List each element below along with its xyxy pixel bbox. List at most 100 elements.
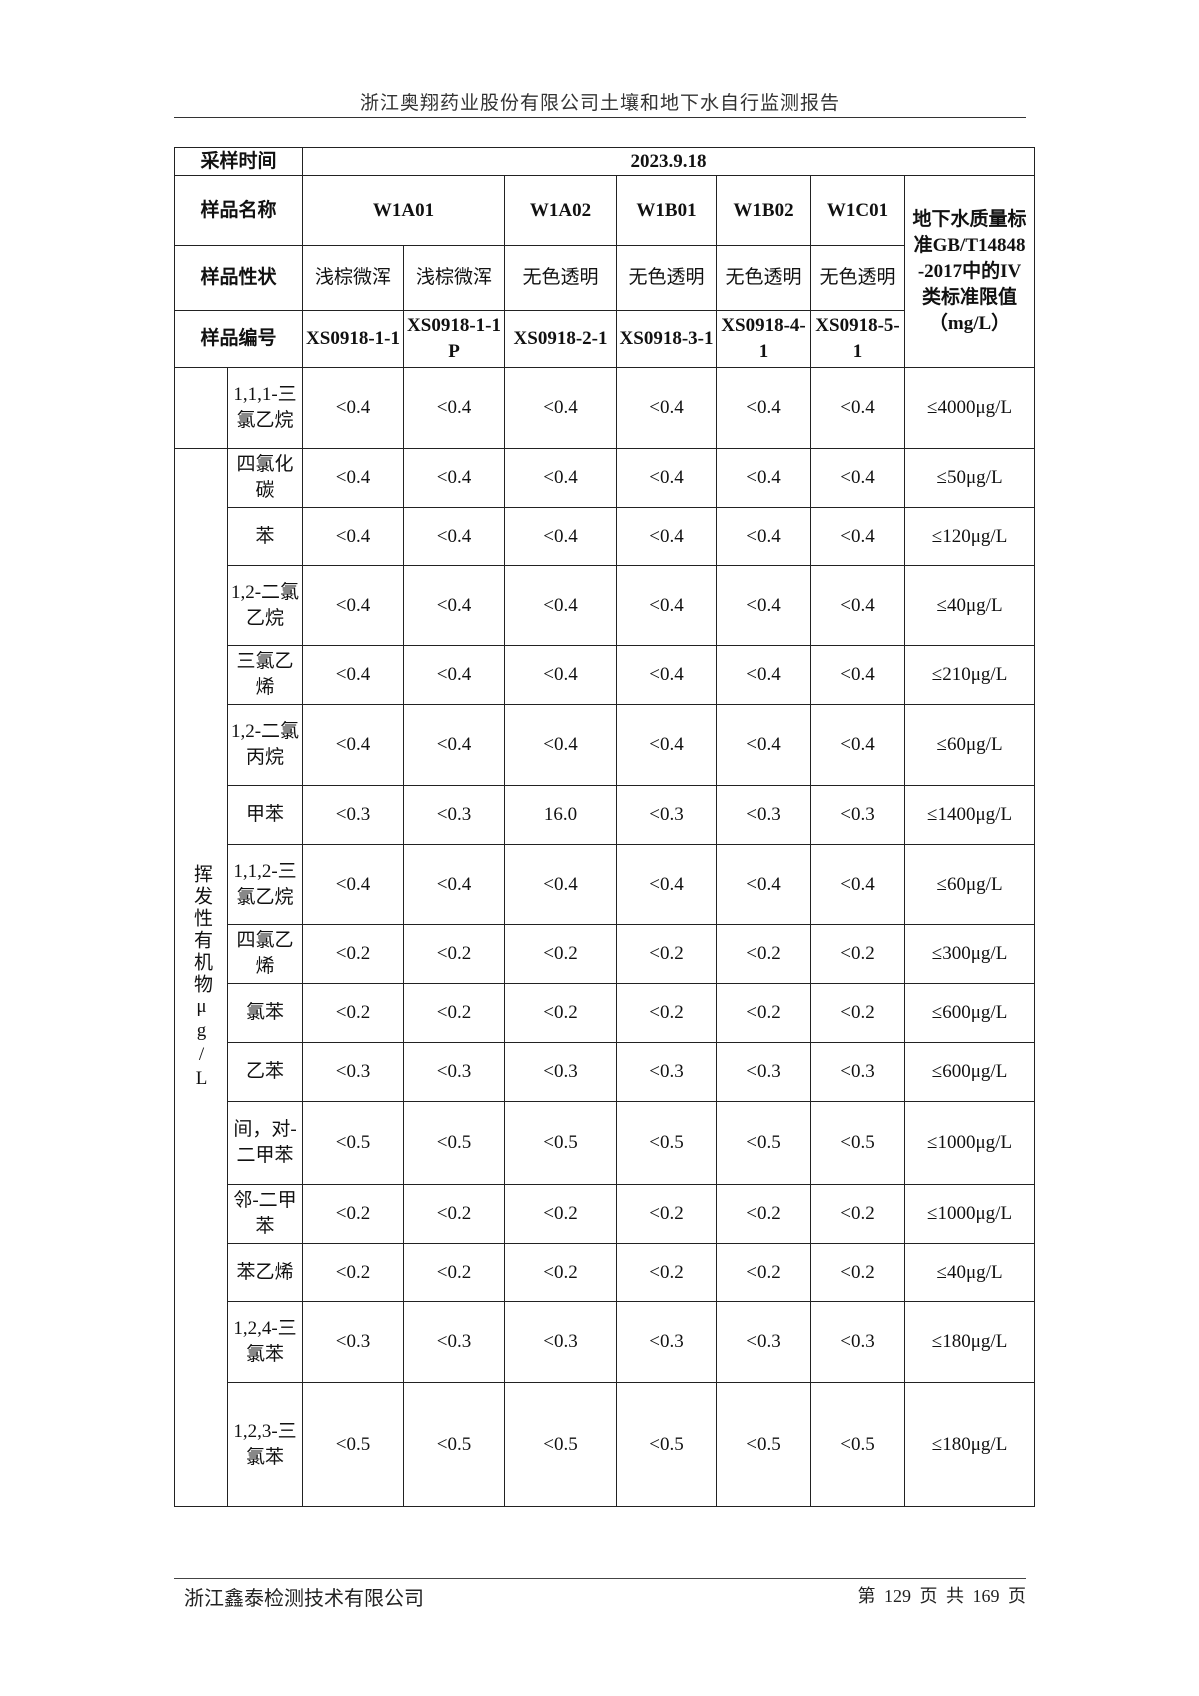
result-value: <0.4 (403, 507, 506, 566)
compound-name: 1,2-二氯丙烷 (226, 704, 304, 786)
result-value: <0.3 (616, 1042, 718, 1102)
result-value: <0.4 (302, 645, 405, 705)
table-row: 苯 <0.4 <0.4 <0.4 <0.4 <0.4 <0.4 ≤120μg/L (175, 507, 1036, 566)
compound-name: 氯苯 (226, 983, 304, 1043)
table-row: 苯乙烯 <0.2 <0.2 <0.2 <0.2 <0.2 <0.2 ≤40μg/L (175, 1243, 1036, 1302)
compound-name: 苯 (226, 507, 304, 566)
compound-name: 1,2,4-三氯苯 (226, 1301, 304, 1383)
result-value: <0.4 (716, 704, 812, 786)
result-value: <0.4 (302, 448, 405, 508)
sampling-time-label: 采样时间 (173, 147, 304, 176)
table-row: 1,2,3-三氯苯 <0.5 <0.5 <0.5 <0.5 <0.5 <0.5 ≤180μg/… (175, 1382, 1036, 1507)
result-value: <0.2 (616, 1184, 718, 1244)
table-row: 乙苯 <0.3 <0.3 <0.3 <0.3 <0.3 <0.3 ≤600μg/L (175, 1042, 1036, 1102)
sample-id: XS0918-3-1 (616, 310, 718, 368)
result-value: <0.4 (810, 704, 906, 786)
result-value: <0.4 (403, 565, 506, 646)
result-value: <0.5 (716, 1101, 812, 1185)
result-value: <0.4 (504, 704, 618, 786)
result-value: <0.4 (616, 844, 718, 925)
standard-limit: ≤4000μg/L (904, 367, 1036, 449)
report-header: 浙江奥翔药业股份有限公司土壤和地下水自行监测报告 (359, 93, 840, 114)
result-value: <0.4 (403, 844, 506, 925)
result-value: <0.4 (504, 645, 618, 705)
standard-limit: ≤1000μg/L (904, 1101, 1036, 1185)
result-value: <0.3 (302, 1042, 405, 1102)
result-value: <0.2 (403, 983, 506, 1043)
table-row: 间，对-二甲苯 <0.5 <0.5 <0.5 <0.5 <0.5 <0.5 ≤1000μg/L (175, 1101, 1036, 1185)
result-value: <0.4 (810, 844, 906, 925)
standard-limit: ≤40μg/L (904, 1243, 1036, 1302)
standard-limit: ≤40μg/L (904, 565, 1036, 646)
sample-id: XS0918-5-1 (810, 310, 906, 368)
result-value: <0.5 (810, 1382, 906, 1507)
footer-company: 浙江鑫泰检测技术有限公司 (184, 1588, 424, 1610)
sampling-time: 2023.9.18 (302, 147, 1036, 176)
table-row: 邻-二甲苯 <0.2 <0.2 <0.2 <0.2 <0.2 <0.2 ≤1000μg/L (175, 1184, 1036, 1244)
compound-name: 间，对-二甲苯 (226, 1101, 304, 1185)
table-row: 1,2,4-三氯苯 <0.3 <0.3 <0.3 <0.3 <0.3 <0.3 ≤180μg/… (175, 1301, 1036, 1383)
result-value: <0.4 (616, 645, 718, 705)
result-value: <0.3 (403, 1042, 506, 1102)
table-row: 1,1,2-三氯乙烷 <0.4 <0.4 <0.4 <0.4 <0.4 <0.4 ≤60μg/… (175, 844, 1036, 925)
result-value: <0.4 (716, 565, 812, 646)
result-value: <0.2 (810, 924, 906, 984)
sample-appearance: 无色透明 (810, 245, 906, 311)
standard-limit: ≤1000μg/L (904, 1184, 1036, 1244)
compound-name: 乙苯 (226, 1042, 304, 1102)
result-value: <0.4 (504, 844, 618, 925)
result-value: <0.4 (403, 704, 506, 786)
result-value: <0.4 (504, 565, 618, 646)
result-value: <0.3 (616, 1301, 718, 1383)
result-value: <0.2 (616, 924, 718, 984)
standard-limit: ≤180μg/L (904, 1382, 1036, 1507)
result-value: <0.4 (716, 645, 812, 705)
table-row: 挥发性有机物μg/L 四氯化碳 <0.4 <0.4 <0.4 <0.4 <0.4 <0.4 ≤5… (174, 448, 1036, 1507)
compound-name: 1,1,2-三氯乙烷 (226, 844, 304, 925)
table-row: 1,2-二氯丙烷 <0.4 <0.4 <0.4 <0.4 <0.4 <0.4 ≤60μg/L (175, 704, 1036, 786)
result-value: <0.4 (716, 367, 812, 449)
standard-limit: ≤600μg/L (904, 1042, 1036, 1102)
sample-name: W1B01 (616, 175, 718, 246)
standard-limit: ≤120μg/L (904, 507, 1036, 566)
result-value: <0.2 (716, 924, 812, 984)
result-value: <0.3 (716, 1301, 812, 1383)
result-value: <0.5 (403, 1382, 506, 1507)
compound-name: 邻-二甲苯 (226, 1184, 304, 1244)
group-cell-empty (174, 367, 228, 449)
result-value: <0.5 (616, 1382, 718, 1507)
compound-name: 甲苯 (226, 785, 304, 845)
result-value: <0.5 (616, 1101, 718, 1185)
result-value: <0.4 (403, 448, 506, 508)
sample-name: W1A01 (302, 175, 506, 246)
result-value: <0.4 (616, 507, 718, 566)
result-value: <0.3 (403, 1301, 506, 1383)
result-value: <0.2 (716, 1184, 812, 1244)
results-table: 采样时间 2023.9.18 样品名称 W1A01 W1A02 W1B01 W1… (173, 147, 1036, 1507)
result-value: <0.2 (810, 1184, 906, 1244)
result-value: <0.2 (716, 983, 812, 1043)
result-value: <0.2 (403, 924, 506, 984)
result-value: <0.3 (616, 785, 718, 845)
result-value: <0.5 (716, 1382, 812, 1507)
result-value: <0.4 (504, 448, 618, 508)
result-value: <0.3 (403, 785, 506, 845)
compound-name: 四氯乙烯 (226, 924, 304, 984)
result-value: <0.2 (403, 1243, 506, 1302)
standard-limit: ≤60μg/L (904, 844, 1036, 925)
sample-name: W1B02 (716, 175, 812, 246)
compound-name: 1,1,1-三氯乙烷 (226, 367, 304, 449)
result-value: <0.3 (716, 785, 812, 845)
table-row: 1,2-二氯乙烷 <0.4 <0.4 <0.4 <0.4 <0.4 <0.4 ≤40μg/L (175, 565, 1036, 646)
result-value: <0.5 (302, 1101, 405, 1185)
footer-divider (174, 1578, 1026, 1579)
result-value: <0.2 (403, 1184, 506, 1244)
result-value: <0.4 (403, 645, 506, 705)
appearance-label: 样品性状 (173, 245, 304, 311)
table-row: 1,1,1-三氯乙烷 <0.4 <0.4 <0.4 <0.4 <0.4 <0.4 ≤4000μ… (174, 367, 1036, 449)
result-value: <0.2 (716, 1243, 812, 1302)
table-row: 氯苯 <0.2 <0.2 <0.2 <0.2 <0.2 <0.2 ≤600μg/L (175, 983, 1036, 1043)
result-value: <0.4 (302, 367, 405, 449)
result-value: <0.4 (504, 367, 618, 449)
result-value: <0.4 (616, 704, 718, 786)
